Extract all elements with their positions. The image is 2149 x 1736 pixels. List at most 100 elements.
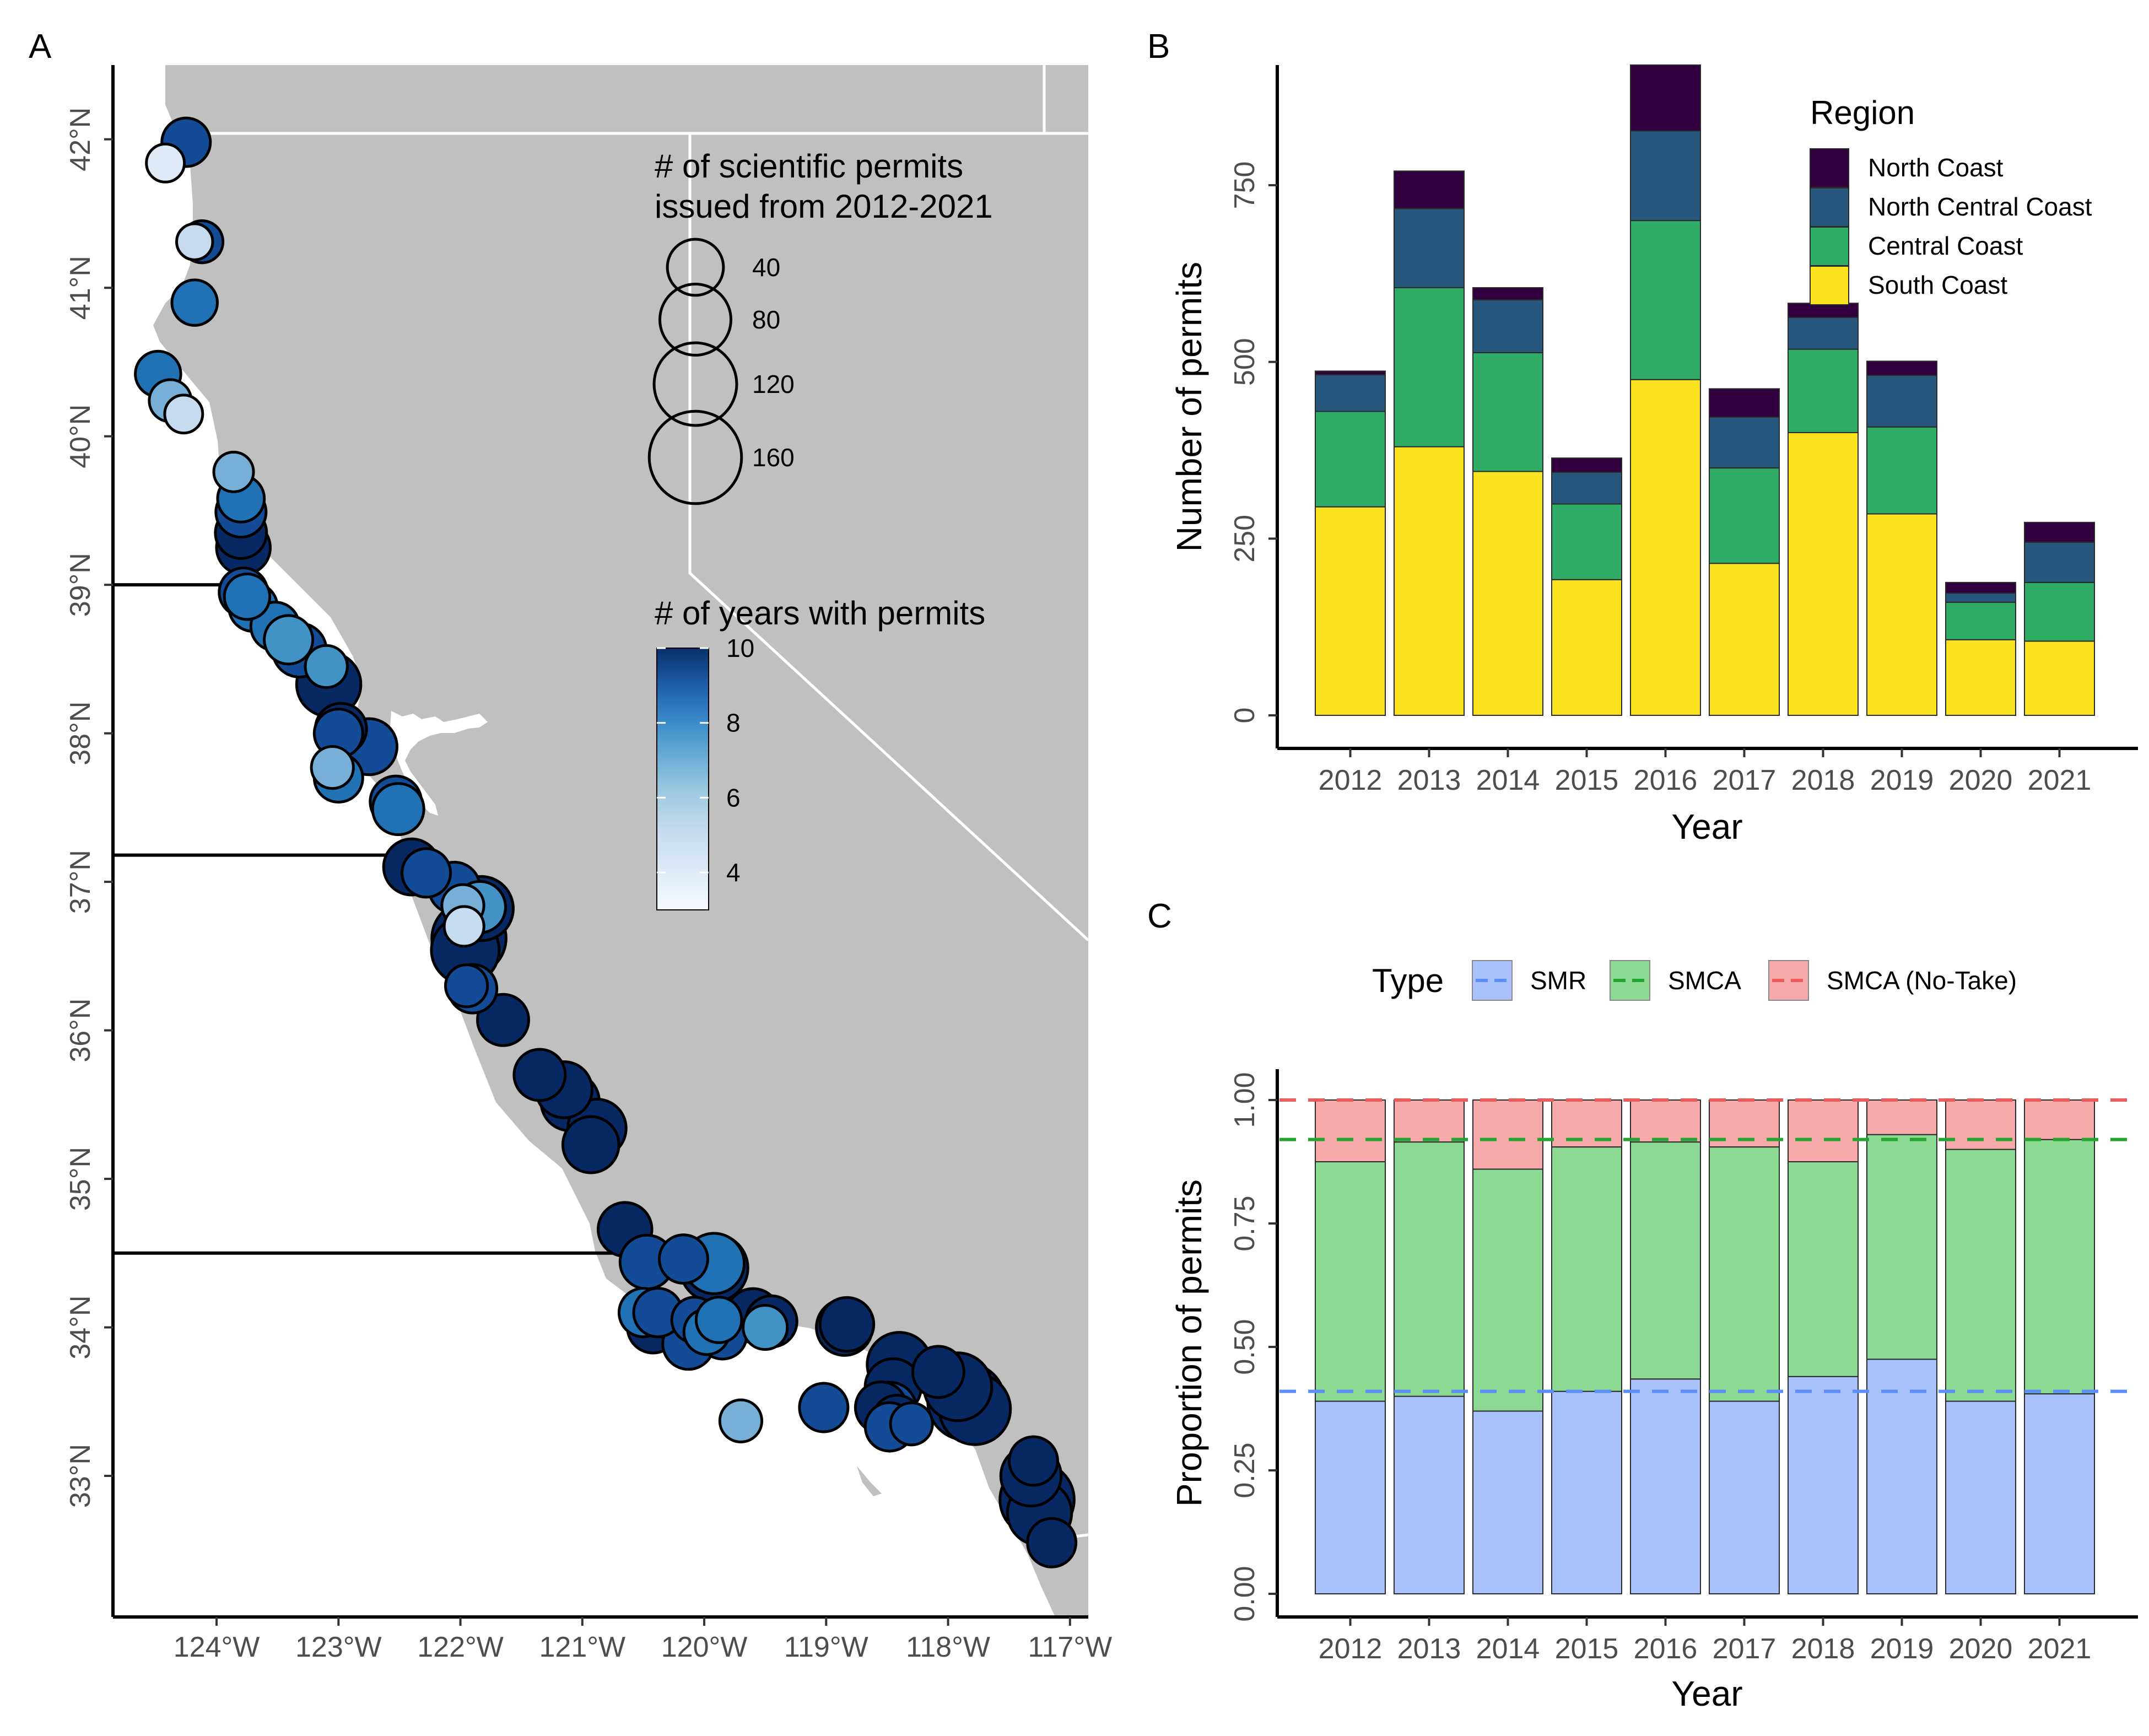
- panel-c-ylabel: Proportion of permits: [1169, 1179, 1209, 1507]
- map-y-tick-label: 34°N: [64, 1295, 96, 1359]
- bar-segment: [1472, 352, 1543, 472]
- proportion-bar-segment: [1630, 1141, 1701, 1380]
- region-legend-label: South Coast: [1868, 271, 2007, 299]
- map-y-tick-label: 35°N: [64, 1147, 96, 1211]
- panel-b-xlabel: Year: [1671, 807, 1742, 847]
- map-y-tick-label: 42°N: [64, 107, 96, 171]
- panel-c-x-tick-label: 2012: [1319, 1633, 1383, 1665]
- panel-b-x-tick-label: 2014: [1476, 764, 1540, 796]
- panel-a-map: A: [29, 28, 1112, 1663]
- size-legend-circle: [652, 341, 738, 427]
- panel-c-xlabel: Year: [1671, 1674, 1742, 1713]
- permit-point: [223, 572, 272, 621]
- bar-segment: [1709, 416, 1780, 469]
- map-x-tick-label: 124°W: [174, 1631, 260, 1663]
- bar-segment: [1630, 130, 1701, 222]
- size-legend-circle: [647, 409, 743, 505]
- panel-b-bars: [1315, 64, 2095, 716]
- region-legend-label: North Coast: [1868, 153, 2004, 182]
- color-legend-bar: [656, 648, 709, 910]
- proportion-bar-segment: [1315, 1400, 1386, 1595]
- bar-segment: [1866, 375, 1937, 428]
- type-legend-title: Type: [1372, 962, 1444, 999]
- map-y-tick-label: 38°N: [64, 702, 96, 765]
- panel-b-x-tick-label: 2017: [1713, 764, 1777, 796]
- bar-segment: [1315, 374, 1386, 412]
- proportion-bar-segment: [2024, 1139, 2095, 1395]
- type-legend-label: SMCA: [1668, 966, 1741, 995]
- panel-c-x-tick-label: 2018: [1791, 1633, 1855, 1665]
- map-y-tick-label: 37°N: [64, 850, 96, 914]
- map-x-tick-label: 120°W: [661, 1631, 748, 1663]
- panel-b-ticks: 0 250 500 750 2012 2013 2014 2015 2016 2017 2018 20…: [1229, 161, 2091, 796]
- permit-point: [1007, 1435, 1059, 1487]
- color-legend-label: 8: [726, 709, 741, 737]
- bar-segment: [1315, 411, 1386, 508]
- bar-segment: [1394, 287, 1465, 448]
- panel-b-y-tick-label: 0: [1229, 708, 1261, 724]
- permit-point: [911, 1345, 965, 1399]
- proportion-bar-segment: [2024, 1393, 2095, 1595]
- region-legend-keys: North Coast North Central Coast Central Co…: [1810, 148, 2092, 305]
- panel-b-y-tick-label: 250: [1229, 515, 1261, 563]
- bar-segment: [1551, 579, 1622, 716]
- permit-point: [304, 644, 349, 689]
- proportion-bar-segment: [1945, 1149, 2016, 1402]
- proportion-bar-segment: [1315, 1161, 1386, 1402]
- permit-point: [1026, 1517, 1078, 1568]
- permit-point: [145, 142, 186, 184]
- panel-c-x-tick-label: 2019: [1870, 1633, 1934, 1665]
- permit-point: [818, 1296, 876, 1353]
- color-legend-ticks: 10 8 6 4: [657, 634, 754, 887]
- permit-points: [134, 116, 1078, 1568]
- permit-point: [512, 1048, 567, 1102]
- size-legend-label: 160: [752, 443, 795, 472]
- map-y-tick-label: 36°N: [64, 998, 96, 1062]
- region-legend-swatch: [1810, 187, 1849, 227]
- proportion-bar-segment: [1472, 1168, 1543, 1412]
- permit-point: [263, 614, 315, 666]
- permit-point: [742, 1303, 789, 1351]
- size-legend-circle: [658, 282, 733, 357]
- permit-point: [170, 278, 219, 327]
- permit-point: [401, 847, 452, 899]
- map-x-ticks: 124°W 123°W 122°W 121°W 120°W 119°W 118°W 117°W: [174, 1617, 1112, 1663]
- permit-point: [657, 1233, 709, 1285]
- color-legend-label: 4: [726, 858, 741, 887]
- bar-segment: [1630, 64, 1701, 132]
- bar-segment: [1788, 432, 1859, 716]
- proportion-bar-segment: [1945, 1400, 2016, 1595]
- map-y-ticks: 33°N 34°N 35°N 36°N 37°N 38°N 39°N 40°N 41°N 42°N: [64, 107, 113, 1508]
- panel-c-y-tick-label: 1.00: [1229, 1072, 1261, 1128]
- bar-segment: [1472, 287, 1543, 300]
- proportion-bar-segment: [1394, 1099, 1465, 1143]
- permit-point: [310, 745, 355, 790]
- panel-c-y-tick-label: 0.50: [1229, 1319, 1261, 1374]
- panel-c-legend: Type SMR SMCA SMCA (No-Take): [1372, 960, 2017, 1001]
- region-legend-label: North Central Coast: [1868, 192, 2092, 221]
- bar-segment: [1788, 303, 1859, 318]
- proportion-bar-segment: [1394, 1141, 1465, 1397]
- permit-point: [444, 963, 489, 1009]
- proportion-bar-segment: [1394, 1395, 1465, 1595]
- map-x-tick-label: 123°W: [295, 1631, 382, 1663]
- permit-point: [212, 450, 255, 493]
- size-legend-circle: [666, 238, 725, 297]
- permit-point: [371, 782, 425, 837]
- size-legend-label: 40: [752, 253, 780, 282]
- bar-segment: [1945, 592, 2016, 603]
- panel-b-x-tick-label: 2015: [1555, 764, 1619, 796]
- permit-point: [889, 1401, 934, 1447]
- bar-segment: [1630, 379, 1701, 716]
- panel-b-ylabel: Number of permits: [1169, 262, 1209, 552]
- panel-c-y-tick-label: 0.75: [1229, 1195, 1261, 1251]
- panel-c-x-tick-label: 2014: [1476, 1633, 1540, 1665]
- bar-segment: [1709, 563, 1780, 716]
- panel-b-x-tick-label: 2019: [1870, 764, 1934, 796]
- region-legend-swatch: [1810, 227, 1849, 266]
- map-x-tick-label: 118°W: [906, 1631, 990, 1663]
- panel-b-x-tick-label: 2013: [1397, 764, 1461, 796]
- size-legend-label: 80: [752, 305, 780, 334]
- size-legend-title-line1: # of scientific permits: [655, 148, 963, 185]
